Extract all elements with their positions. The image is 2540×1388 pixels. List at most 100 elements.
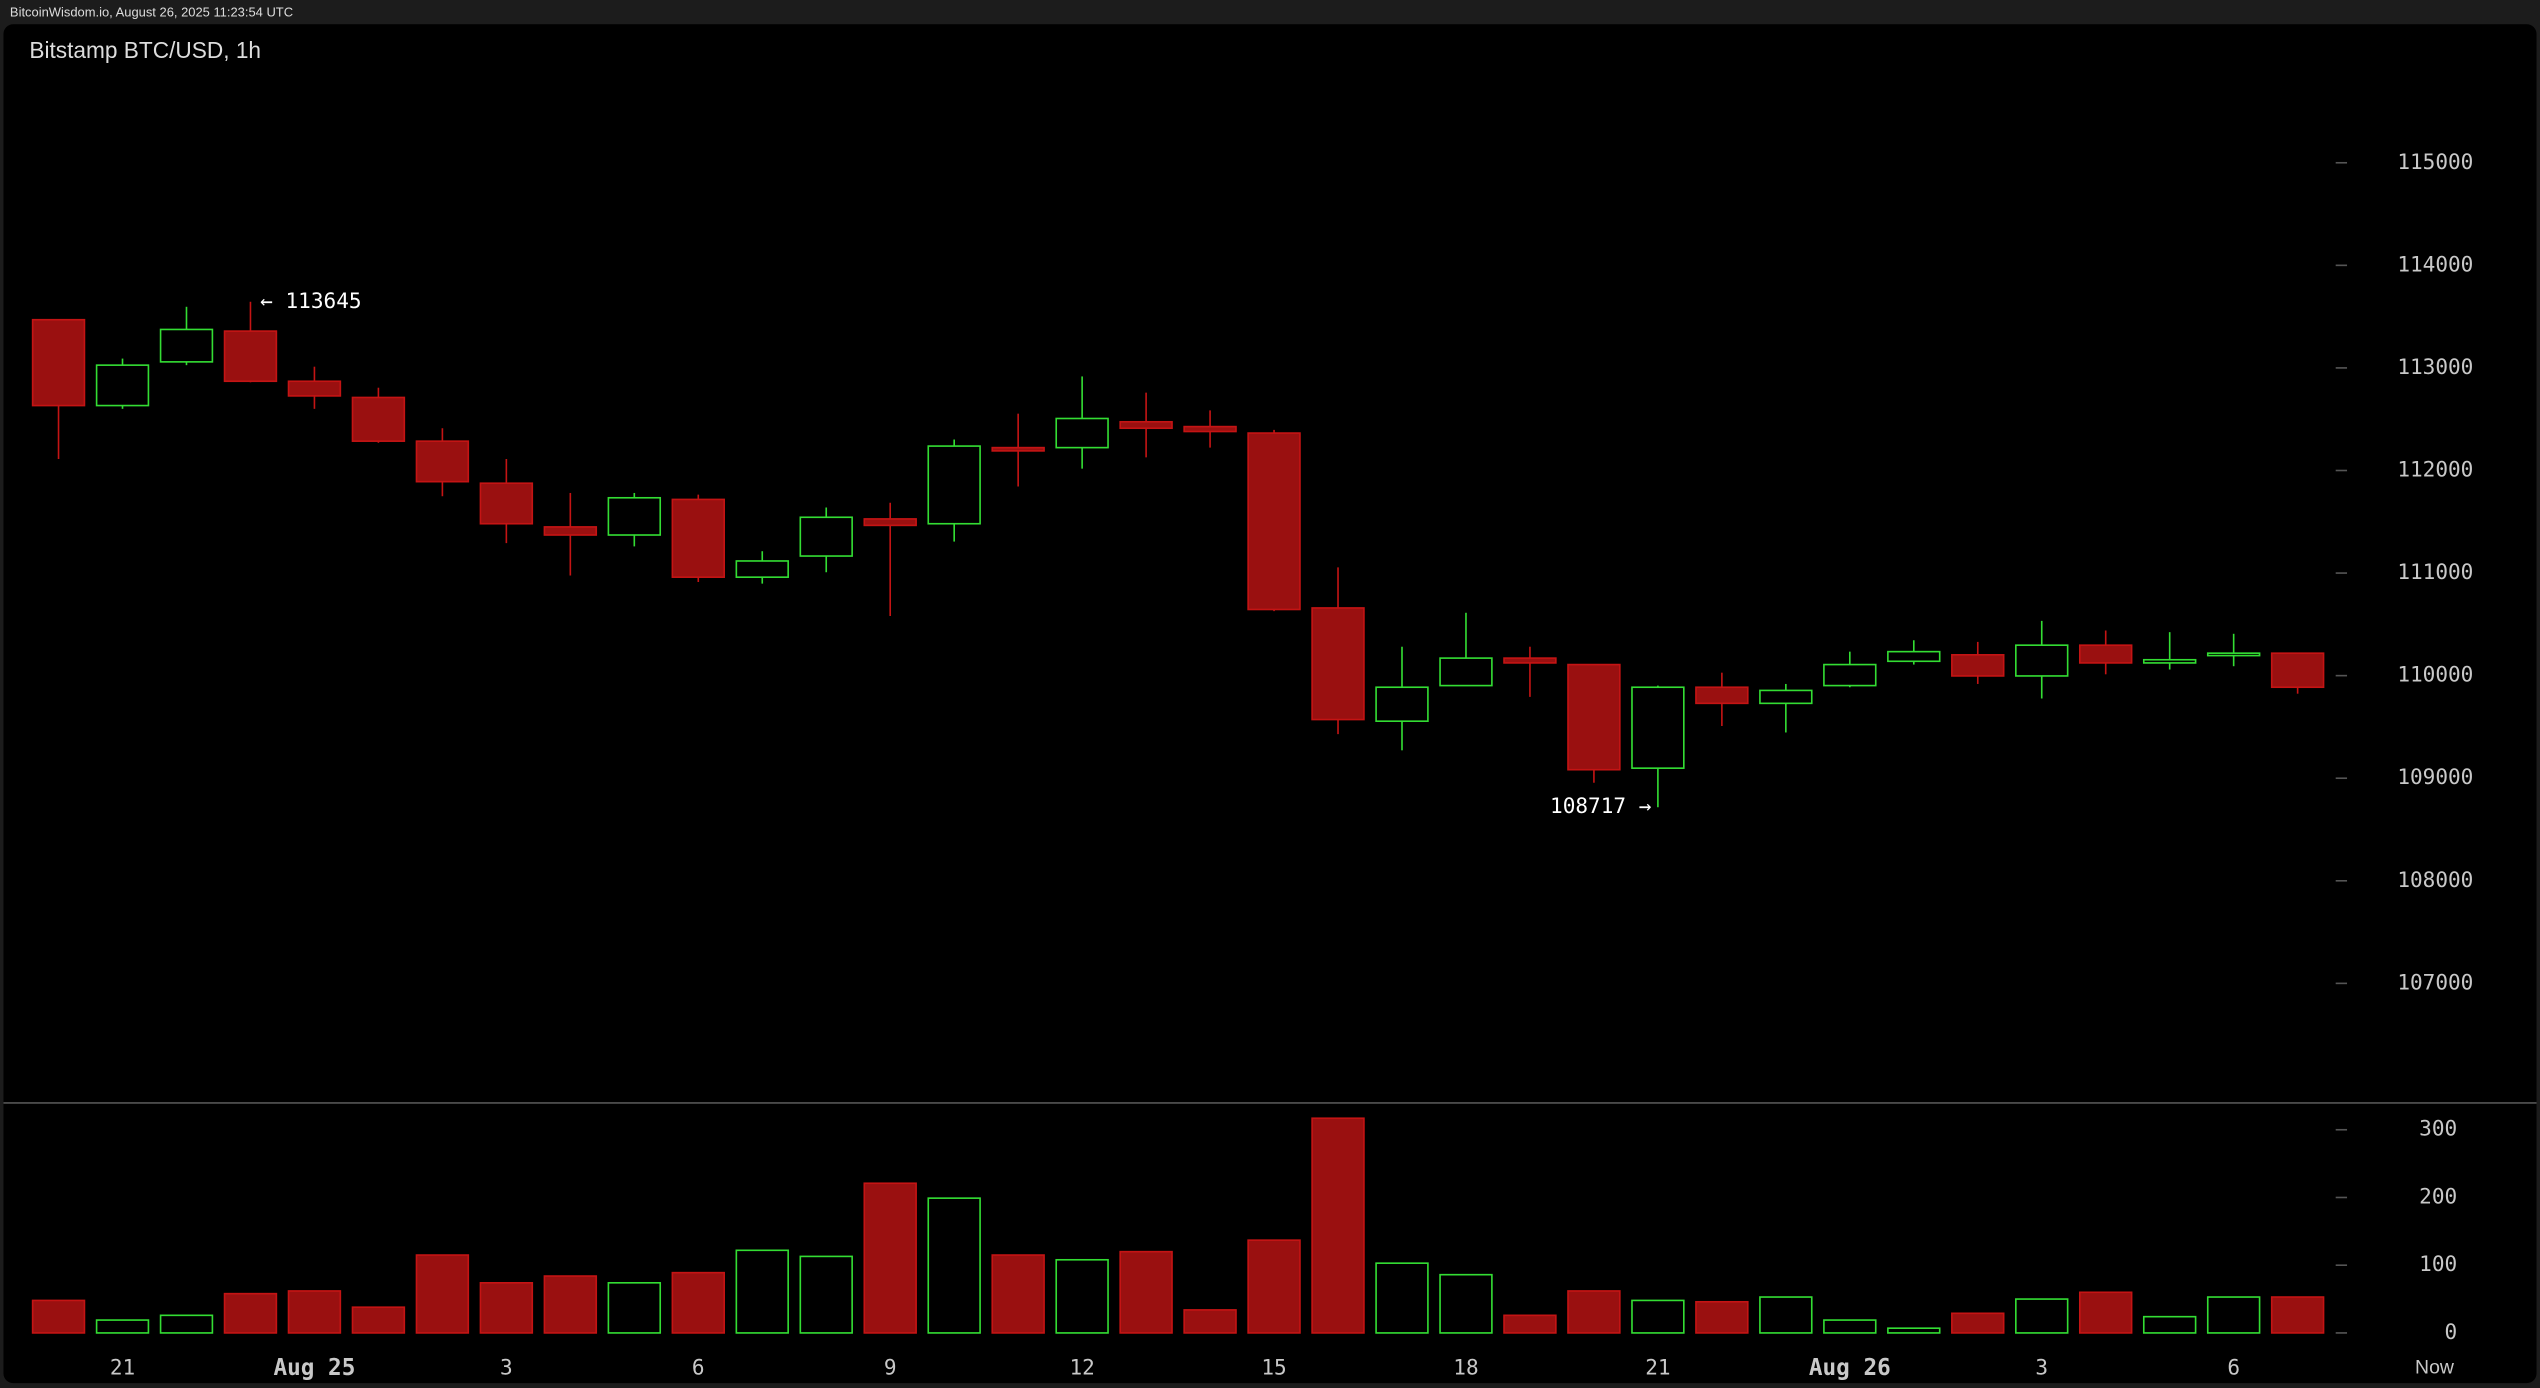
candle-body [1311,607,1365,721]
candle-body [223,330,278,383]
volume-tick-label: 100 [2419,1251,2457,1276]
x-tick-label: 6 [2227,1355,2240,1380]
x-tick-label: 21 [1645,1355,1670,1380]
candle-body [2015,644,2069,677]
volume-bar [1823,1319,1877,1334]
volume-bar [2078,1291,2133,1334]
volume-bar [159,1314,214,1334]
volume-bar [1055,1258,1109,1334]
candle-body [1183,425,1237,433]
candle-body [1567,663,1621,771]
candle-body [2206,652,2261,657]
candle-body [1951,654,2005,677]
volume-bar [1631,1299,1685,1334]
candle-body [991,446,1045,452]
y-tick-label: 112000 [2397,456,2473,481]
candle-body [799,516,853,557]
candle-body [607,496,662,536]
volume-bar [1375,1262,1429,1334]
panel [3,24,2537,1384]
y-tick-label: 115000 [2397,149,2473,174]
volume-bar [543,1275,598,1334]
volume-bar [2206,1296,2261,1334]
candle-body [287,380,342,397]
volume-bar [95,1319,150,1334]
y-tick-label: 114000 [2397,251,2473,276]
volume-bar [479,1282,534,1334]
candle-body [1247,432,1301,611]
volume-bar [1759,1296,1813,1334]
y-tick-label: 110000 [2397,662,2473,687]
annotation: 108717 → [1550,793,1651,818]
volume-bar [31,1299,86,1334]
candle-body [735,560,789,578]
volume-bar [351,1306,406,1334]
candle-body [2078,644,2133,664]
top-bar [0,0,2540,25]
annotation: ← 113645 [260,288,361,313]
volume-bar [927,1197,981,1334]
y-tick-label: 107000 [2397,969,2473,994]
volume-bar [1503,1314,1557,1334]
volume-bar [1183,1309,1237,1334]
x-tick-label: Aug 26 [1809,1355,1891,1381]
x-tick-label: 6 [692,1355,705,1380]
volume-bar [735,1249,789,1334]
candle-body [1439,657,1493,687]
candle-body [1055,417,1109,449]
volume-bar [2270,1296,2325,1334]
x-tick-label: 21 [110,1355,135,1380]
candle-body [1887,650,1941,663]
volume-tick-label: 300 [2419,1116,2457,1141]
volume-tick-label: 200 [2419,1183,2457,1208]
chart-title: Bitstamp BTC/USD, 1h [29,37,261,63]
candle-body [1119,420,1173,430]
volume-bar [991,1254,1045,1334]
volume-bar [1695,1300,1749,1334]
x-end-label: Now [2415,1357,2455,1379]
volume-bar [287,1290,342,1334]
volume-tick-label: 0 [2444,1319,2457,1344]
candle-body [159,328,214,363]
x-tick-label: 12 [1069,1355,1094,1380]
candle-body [927,445,981,525]
volume-bar [863,1182,917,1334]
candle-body [1631,686,1685,769]
candle-body [351,396,406,442]
volume-bar [607,1282,662,1334]
x-tick-label: 15 [1261,1355,1286,1380]
volume-bar [1567,1290,1621,1334]
candle-body [2270,652,2325,689]
candle-body [1759,689,1813,705]
candle-body [543,526,598,536]
volume-bar [1311,1117,1365,1334]
candle-body [95,364,150,407]
volume-bar [799,1255,853,1334]
volume-bar [1119,1250,1173,1334]
volume-bar [2015,1298,2069,1334]
candle-body [479,482,534,525]
volume-bar [671,1271,726,1334]
volume-bar [1247,1239,1301,1334]
y-tick-label: 109000 [2397,764,2473,789]
volume-bar [223,1292,278,1334]
volume-bar [1439,1273,1493,1334]
candle-body [671,498,726,578]
candle-body [863,518,917,527]
header: BitcoinWisdom.io, August 26, 2025 11:23:… [10,4,293,19]
y-tick-label: 111000 [2397,559,2473,584]
y-tick-label: 113000 [2397,354,2473,379]
candle-body [1503,657,1557,664]
x-tick-label: Aug 25 [274,1355,356,1381]
volume-bar [1887,1327,1941,1334]
candle-body [1695,686,1749,705]
volume-bar [2142,1315,2197,1334]
y-tick-label: 108000 [2397,867,2473,892]
x-tick-label: 3 [2035,1355,2048,1380]
volume-bar [415,1254,470,1334]
candle-body [415,440,470,483]
x-tick-label: 3 [500,1355,513,1380]
x-tick-label: 9 [884,1355,897,1380]
candle-body [31,318,86,407]
